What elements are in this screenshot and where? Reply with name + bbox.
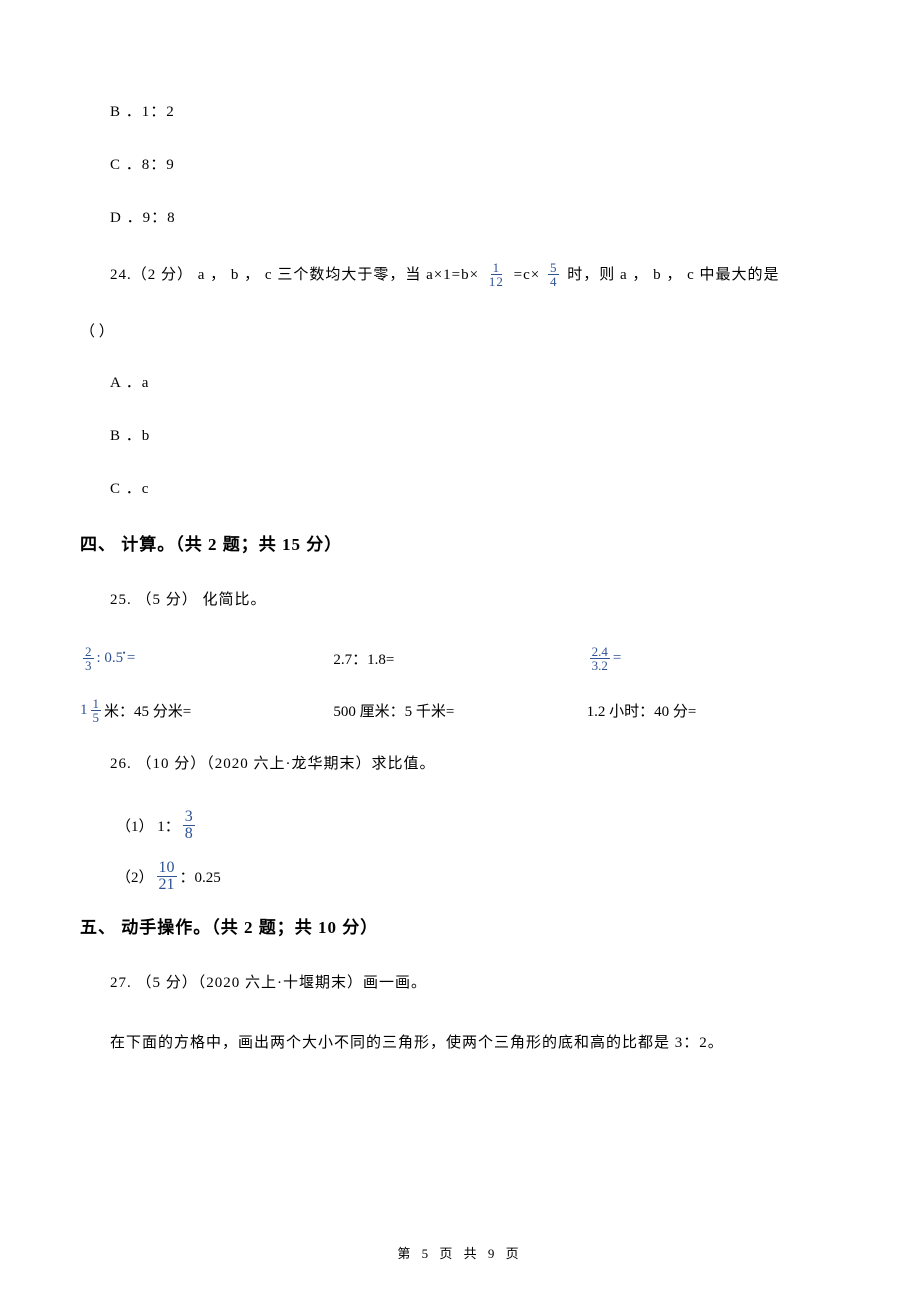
calc-1-1-frac: 2 3 xyxy=(83,645,94,672)
option-24-A: A ．a xyxy=(110,371,840,392)
frac-den: 5 xyxy=(91,711,102,724)
frac-num: 3 xyxy=(183,809,195,826)
frac-den: 21 xyxy=(157,877,177,893)
section-4-heading: 四、 计算。（共 2 题；共 15 分） xyxy=(80,530,840,555)
option-23-D: D ．9：8 xyxy=(110,206,840,227)
calc-1-3-rest: = xyxy=(613,650,621,667)
question-24: 24.（2 分） a ， b ， c 三个数均大于零，当 a×1=b× 1 12… xyxy=(110,259,840,290)
q24-prefix: 24.（2 分） a ， b ， c 三个数均大于零，当 a×1=b× xyxy=(110,260,479,290)
calc-item-2-1: 1 1 5 米：45 分米= xyxy=(80,697,333,724)
question-26-2: （2） 10 21 ：0.25 xyxy=(116,860,840,893)
frac-den: 12 xyxy=(487,275,506,288)
calc-2-1-rest: 米：45 分米= xyxy=(104,700,191,721)
calc-row-2: 1 1 5 米：45 分米= 500 厘米：5 千米= 1.2 小时：40 分= xyxy=(80,697,840,724)
q24-suffix: 时，则 a ， b ， c 中最大的是 xyxy=(567,260,779,290)
frac-num: 2.4 xyxy=(590,645,610,659)
q24-fraction-1: 1 12 xyxy=(487,261,506,288)
frac-den: 8 xyxy=(183,826,195,842)
calc-item-1-3: 2.4 3.2 = xyxy=(587,645,840,672)
frac-num: 1 xyxy=(491,261,503,275)
frac-den: 3.2 xyxy=(590,659,610,672)
option-24-B: B ．b xyxy=(110,424,840,445)
calc-1-3-frac: 2.4 3.2 xyxy=(590,645,610,672)
q26-2-frac: 10 21 xyxy=(157,860,177,893)
section-5-heading: 五、 动手操作。（共 2 题；共 10 分） xyxy=(80,913,840,938)
frac-num: 5 xyxy=(548,261,560,275)
question-26-intro: 26. （10 分）（2020 六上·龙华期末）求比值。 xyxy=(110,749,840,779)
frac-num: 10 xyxy=(157,860,177,877)
frac-num: 1 xyxy=(91,697,102,711)
calc-row-1: 2 3 : 0.5 = • 2.7：1.8= 2.4 3.2 = xyxy=(80,645,840,672)
q26-1-frac: 3 8 xyxy=(183,809,195,842)
calc-2-1-int: 1 xyxy=(80,702,88,719)
question-26-1: （1） 1： 3 8 xyxy=(116,809,840,842)
q26-2-suffix: ：0.25 xyxy=(180,866,221,887)
frac-den: 4 xyxy=(548,275,560,288)
calc-1-1-rest: : 0.5 = • xyxy=(97,650,136,667)
calc-item-2-2: 500 厘米：5 千米= xyxy=(333,697,586,724)
q24-fraction-2: 5 4 xyxy=(548,261,560,288)
calc-item-2-3: 1.2 小时：40 分= xyxy=(587,697,840,724)
calc-2-1-frac: 1 5 xyxy=(91,697,102,724)
option-23-C: C ．8：9 xyxy=(110,153,840,174)
q24-paren: （ ） xyxy=(80,320,840,341)
calc-item-1-1: 2 3 : 0.5 = • xyxy=(80,645,333,672)
frac-den: 3 xyxy=(83,659,94,672)
page-footer: 第 5 页 共 9 页 xyxy=(0,1243,920,1262)
q26-1-prefix: （1） 1： xyxy=(116,815,180,836)
question-27-body: 在下面的方格中，画出两个大小不同的三角形，使两个三角形的底和高的比都是 3：2。 xyxy=(110,1028,840,1058)
question-27-intro: 27. （5 分）（2020 六上·十堰期末）画一画。 xyxy=(110,968,840,998)
frac-num: 2 xyxy=(83,645,94,659)
q24-mid: =c× xyxy=(514,260,541,290)
calc-item-1-2: 2.7：1.8= xyxy=(333,645,586,672)
q26-2-prefix: （2） xyxy=(116,866,154,887)
option-24-C: C ．c xyxy=(110,477,840,498)
option-23-B: B ．1：2 xyxy=(110,100,840,121)
question-25-intro: 25. （5 分） 化简比。 xyxy=(110,585,840,615)
